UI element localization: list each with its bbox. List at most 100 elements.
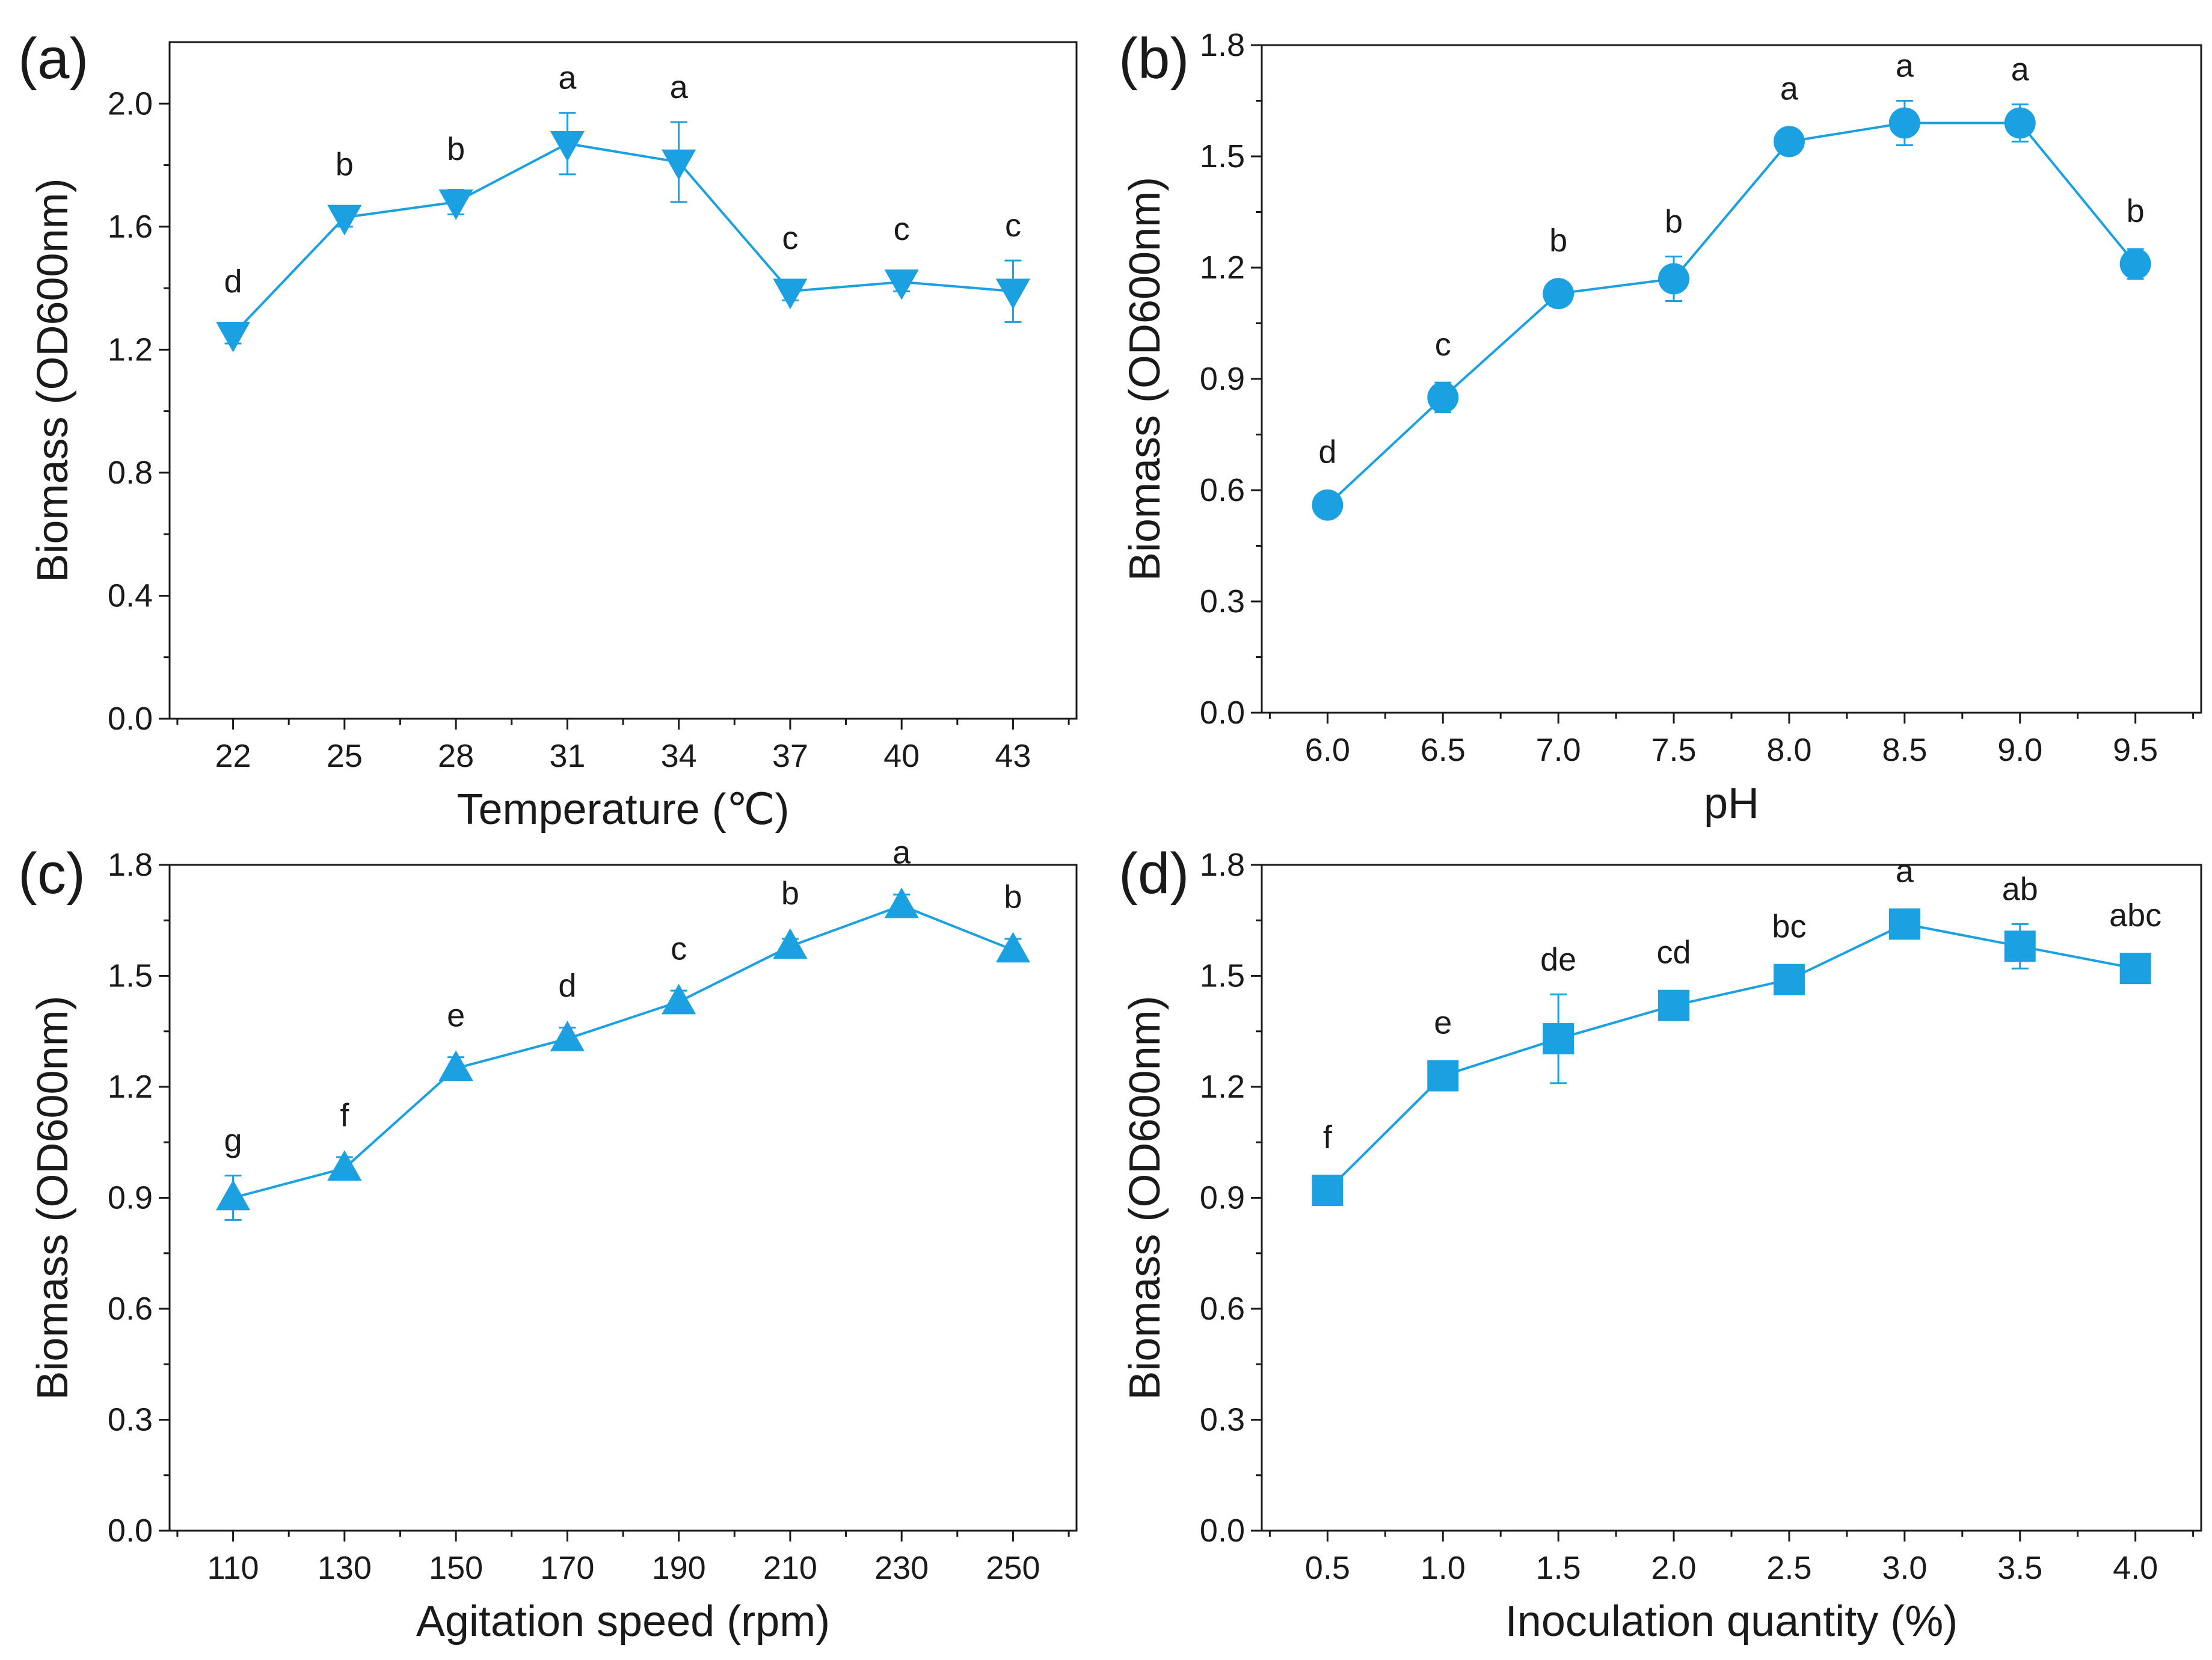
y-tick-label: 0.3: [1200, 1402, 1245, 1438]
x-axis-title: Agitation speed (rpm): [416, 1597, 830, 1646]
y-tick-label: 1.2: [108, 331, 153, 367]
x-tick-label: 6.5: [1421, 732, 1466, 768]
x-tick-label: 0.5: [1305, 1550, 1350, 1586]
x-tick-label: 4.0: [2113, 1550, 2158, 1586]
data-point: [438, 189, 473, 220]
x-tick-label: 170: [540, 1550, 594, 1586]
y-tick-label: 0.4: [108, 577, 153, 613]
x-tick-label: 2.5: [1766, 1550, 1811, 1586]
data-point: [884, 887, 919, 918]
data-point: [2119, 248, 2151, 280]
data-point: [1312, 1175, 1344, 1207]
x-axis-title: Temperature (℃): [456, 785, 789, 834]
x-tick-label: 3.5: [1997, 1550, 2042, 1586]
x-tick-label: 6.0: [1305, 732, 1350, 768]
significance-label: bc: [1772, 909, 1806, 945]
y-tick-label: 1.8: [1200, 27, 1245, 63]
y-tick-label: 0.3: [108, 1402, 153, 1438]
y-tick-label: 1.5: [1200, 138, 1245, 174]
x-tick-label: 130: [318, 1550, 372, 1586]
significance-label: c: [671, 931, 687, 967]
significance-label: a: [1896, 853, 1914, 889]
panel-label: (c): [18, 841, 85, 906]
data-point: [995, 932, 1031, 963]
y-tick-label: 0.9: [1200, 1180, 1245, 1216]
chart-panel-d: (d) 0.0 0.3 0.6 0.9 1.2 1.5 1.8 0.5 1.0 1.5 2.0 2.5 3…: [1119, 841, 2202, 1646]
significance-label: g: [224, 1123, 242, 1159]
data-point: [1312, 489, 1344, 521]
data-point: [1888, 908, 1920, 940]
x-tick-label: 34: [661, 738, 697, 774]
y-tick-label: 1.5: [1200, 958, 1245, 994]
data-point: [327, 204, 362, 236]
plot-frame: [168, 41, 1078, 720]
significance-label: ab: [2002, 871, 2038, 907]
x-tick-label: 2.0: [1651, 1550, 1697, 1586]
data-point: [215, 321, 251, 352]
x-tick-label: 9.5: [2113, 732, 2158, 768]
data-point: [1658, 263, 1690, 295]
y-axis-title: Biomass (OD600nm): [29, 178, 77, 582]
significance-label: a: [1896, 48, 1914, 84]
x-tick-label: 22: [215, 738, 251, 774]
significance-label: a: [670, 69, 689, 105]
chart-panel-b: (b) 0.0 0.3 0.6 0.9 1.2 1.5 1.8 6.0 6.5 7.0 7.5 8.0 8…: [1119, 26, 2202, 828]
significance-label: b: [1665, 204, 1683, 240]
data-point: [1543, 1023, 1575, 1055]
y-axis-title: Biomass (OD600nm): [29, 995, 77, 1400]
data-point: [1773, 964, 1805, 995]
data-point: [1427, 1060, 1459, 1092]
y-tick-label: 1.8: [1200, 847, 1245, 883]
series-line: [1326, 923, 2136, 1191]
data-point: [550, 131, 585, 162]
y-tick-label: 0.0: [1200, 1513, 1245, 1549]
y-tick-label: 1.2: [1200, 250, 1245, 286]
data-point: [1427, 381, 1459, 413]
x-tick-label: 31: [549, 738, 585, 774]
x-tick-label: 3.0: [1882, 1550, 1927, 1586]
plot-frame: [1261, 864, 2202, 1532]
panel-label: (a): [18, 26, 88, 91]
y-tick-label: 0.9: [108, 1180, 153, 1216]
data-point: [327, 1150, 362, 1181]
panel-label: (b): [1119, 26, 1189, 91]
significance-label: b: [781, 875, 799, 911]
y-tick-label: 0.6: [1200, 1291, 1245, 1327]
significance-label: b: [336, 146, 354, 182]
significance-label: c: [782, 220, 798, 256]
x-axis-title: Inoculation quantity (%): [1505, 1597, 1958, 1646]
x-tick-label: 7.0: [1536, 732, 1581, 768]
significance-label: b: [1004, 879, 1022, 915]
significance-label: e: [1434, 1005, 1452, 1041]
significance-label: b: [2127, 193, 2145, 229]
x-tick-label: 230: [874, 1550, 929, 1586]
x-tick-label: 28: [438, 738, 474, 774]
data-point: [773, 278, 808, 310]
significance-label: abc: [2109, 897, 2161, 933]
significance-label: de: [1540, 941, 1576, 977]
data-point: [662, 149, 696, 180]
data-point: [773, 928, 808, 959]
significance-label: a: [1780, 70, 1799, 106]
y-tick-label: 0.6: [1200, 472, 1245, 508]
data-point: [2004, 930, 2036, 962]
y-tick-label: 1.8: [108, 847, 153, 883]
series-line: [232, 142, 1013, 336]
significance-label: b: [447, 131, 465, 167]
significance-label: c: [1005, 208, 1021, 244]
x-tick-label: 150: [429, 1550, 483, 1586]
significance-label: d: [1318, 434, 1336, 470]
x-tick-label: 210: [763, 1550, 817, 1586]
y-tick-label: 0.8: [108, 455, 153, 491]
y-tick-label: 1.5: [108, 958, 153, 994]
data-point: [1888, 107, 1920, 139]
x-tick-label: 190: [652, 1550, 706, 1586]
data-point: [1773, 126, 1805, 158]
x-tick-label: 37: [772, 738, 808, 774]
y-tick-label: 0.3: [1200, 583, 1245, 619]
significance-label: c: [1435, 327, 1451, 363]
plot-frame: [168, 864, 1078, 1532]
significance-label: c: [894, 211, 910, 247]
y-tick-label: 1.2: [108, 1069, 153, 1105]
